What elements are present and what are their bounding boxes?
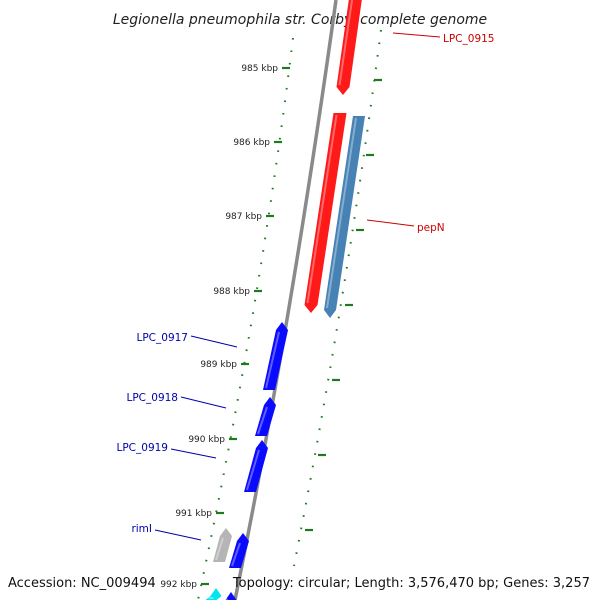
gene-label[interactable]: LPC_0919 (117, 442, 169, 454)
labels-layer: LPC_0915 pepN LPC_0917 LPC_0918 LPC_0919 rimI (117, 32, 495, 541)
gene-label-leader (180, 396, 227, 409)
gene-highlight (231, 542, 241, 567)
gene-label[interactable]: LPC_0915 (443, 33, 495, 45)
gene-arrow[interactable] (304, 113, 347, 313)
tick-label: 992 kbp (160, 580, 197, 590)
gene-arrow[interactable] (244, 440, 268, 492)
gene-label[interactable]: LPC_0918 (127, 392, 179, 404)
gene-highlight (257, 406, 268, 435)
gene-label[interactable]: LPC_0917 (137, 332, 189, 344)
gene-label-leader (154, 529, 202, 541)
genome-backbone (233, 0, 338, 600)
inner-tick-ring (197, 37, 294, 600)
gene-highlight (265, 331, 280, 389)
gene-highlight (246, 449, 260, 491)
tick-label: 987 kbp (225, 212, 262, 222)
tick-label: 985 kbp (241, 64, 278, 74)
gene-arrow[interactable] (229, 533, 249, 568)
summary-text: Topology: circular; Length: 3,576,470 bp… (232, 576, 590, 591)
gene-arrow[interactable] (263, 322, 288, 390)
tick-label: 988 kbp (213, 287, 250, 297)
gene-highlight (338, 0, 354, 86)
gene-highlight (224, 597, 229, 600)
map-title: Legionella pneumophila str. Corby, compl… (113, 12, 487, 28)
gene-arrow[interactable] (213, 528, 232, 562)
genes-layer (205, 0, 365, 600)
gene-arrow[interactable] (336, 0, 363, 95)
ticks-layer: 985 kbp 986 kbp 987 kbp 988 kbp 989 kbp 990 k… (160, 64, 382, 590)
outer-tick-ring (293, 29, 382, 567)
tick-label: 991 kbp (175, 509, 212, 519)
gene-highlight (306, 114, 338, 304)
gene-arrow[interactable] (324, 116, 365, 318)
gene-label-leader (170, 448, 217, 459)
tick-label: 990 kbp (188, 435, 225, 445)
tick-label: 989 kbp (200, 360, 237, 370)
gene-label-leader (366, 219, 415, 227)
gene-label-leader (392, 32, 441, 38)
gene-highlight (215, 537, 224, 561)
gene-arrow[interactable] (255, 397, 276, 436)
gene-arrow[interactable] (205, 588, 222, 600)
accession-text: Accession: NC_009494 (8, 576, 156, 591)
tick-label: 986 kbp (233, 138, 270, 148)
gene-label-leader (190, 335, 238, 348)
gene-highlight (326, 117, 357, 309)
gene-arrow[interactable] (222, 592, 237, 600)
gene-label[interactable]: pepN (417, 222, 445, 234)
gene-label[interactable]: rimI (131, 523, 152, 535)
